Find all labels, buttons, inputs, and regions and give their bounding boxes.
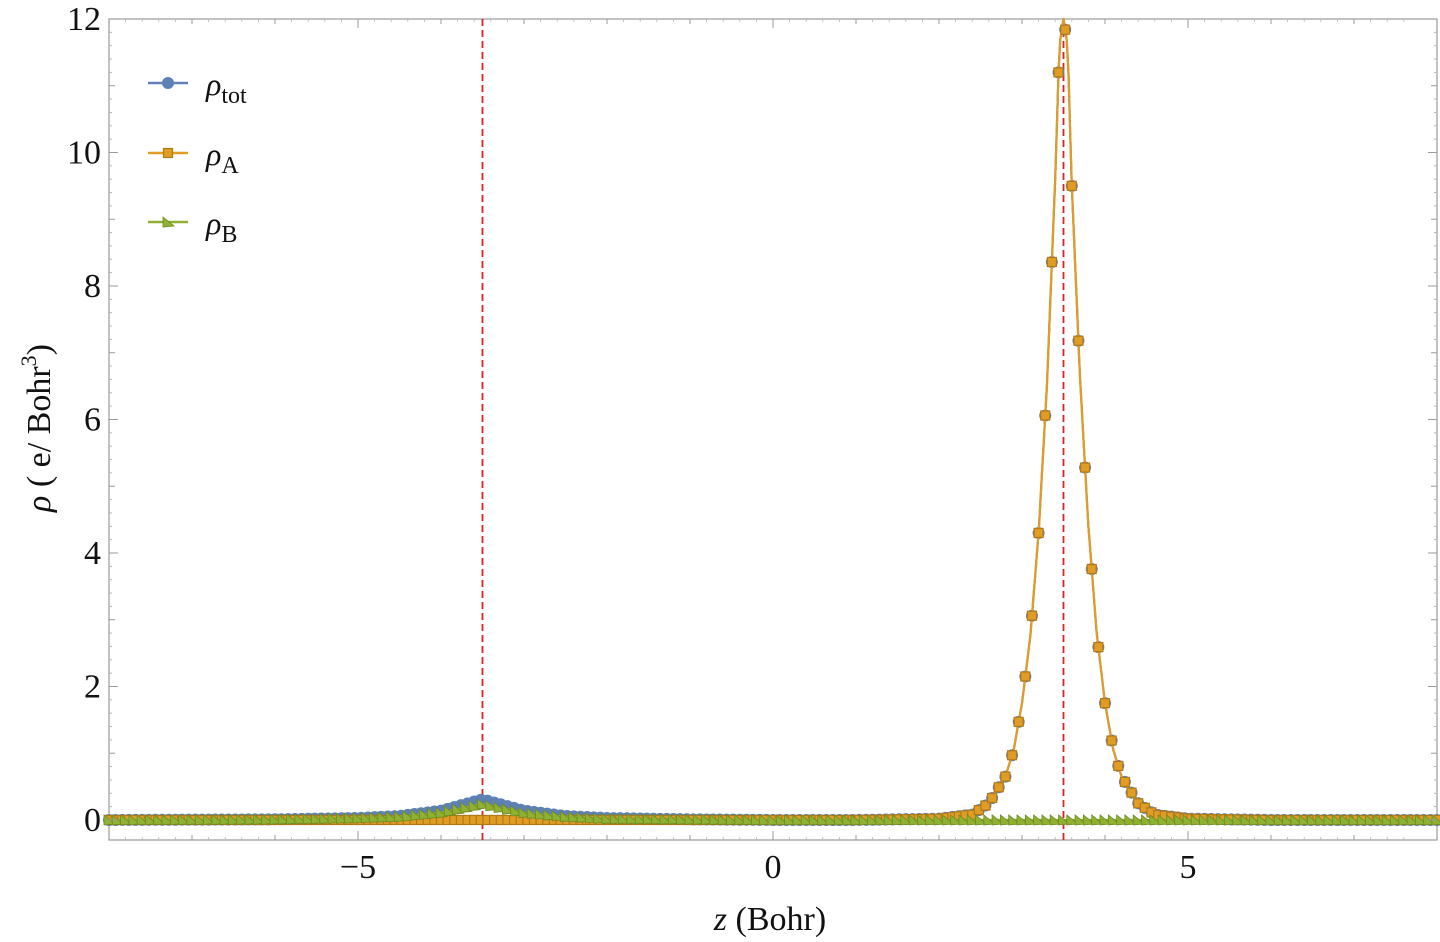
data-point-a xyxy=(1086,563,1097,575)
x-tick-label: −5 xyxy=(340,849,376,886)
x-tick-label: 5 xyxy=(1180,849,1197,886)
x-axis-variable: z xyxy=(713,901,727,938)
data-point-a xyxy=(1006,750,1018,761)
legend-subscript: B xyxy=(221,222,237,248)
data-point-a xyxy=(1026,610,1038,621)
x-tick-label: 0 xyxy=(765,849,782,886)
data-point-a xyxy=(1126,787,1137,798)
y-tick-label: 4 xyxy=(84,535,101,572)
plot-frame-layer xyxy=(108,18,1438,841)
series-tot xyxy=(103,17,1440,826)
y-tick-label: 0 xyxy=(84,802,101,839)
y-axis-unit-close: ) xyxy=(21,344,58,355)
legend-label: ρB xyxy=(205,205,237,248)
legend-item-tot: ρtot xyxy=(148,66,247,109)
legend-label: ρtot xyxy=(205,66,247,109)
legend-symbol: ρ xyxy=(205,205,221,241)
data-point-a xyxy=(1079,462,1091,473)
y-tick-label: 2 xyxy=(84,668,101,705)
data-point-a xyxy=(1033,527,1044,539)
data-point-a xyxy=(1099,698,1111,709)
data-point-a xyxy=(1046,256,1057,268)
series-line-a xyxy=(109,17,1437,822)
x-axis-unit: (Bohr) xyxy=(727,901,826,938)
y-axis-unit-superscript: 3 xyxy=(16,355,41,366)
data-point-a xyxy=(1060,24,1071,35)
data-point-a xyxy=(1073,335,1084,346)
legend-item-b: ρB xyxy=(148,205,237,248)
y-tick-label: 8 xyxy=(84,268,101,305)
y-axis-variable: ρ xyxy=(21,496,58,513)
legend-swatch-marker xyxy=(162,147,174,159)
legend-swatch-marker xyxy=(162,216,176,228)
y-tick-label: 6 xyxy=(84,401,101,438)
legend-swatch-marker xyxy=(162,77,174,89)
plot-frame xyxy=(108,18,1438,841)
data-point-a xyxy=(1093,641,1104,653)
data-point-a xyxy=(1106,735,1117,746)
data-point-a xyxy=(1020,671,1031,682)
data-point-a xyxy=(1066,180,1077,191)
data-point-a xyxy=(1119,776,1131,788)
legend-symbol: ρ xyxy=(205,136,221,172)
y-tick-label: 10 xyxy=(67,134,101,171)
data-point-a xyxy=(993,782,1004,793)
series-layer xyxy=(103,17,1440,826)
y-axis-label: ρ ( e/ Bohr3) xyxy=(16,344,58,513)
legend-subscript: A xyxy=(221,153,239,179)
tick-layer: −5 0 5 0 2 4 6 8 10 12 xyxy=(67,1,1438,886)
y-axis-unit: ( e/ Bohr xyxy=(21,366,58,496)
data-point-a xyxy=(1013,716,1024,727)
series-b xyxy=(103,798,1440,826)
data-point-a xyxy=(980,800,991,811)
legend-subscript: tot xyxy=(221,83,247,109)
data-point-a xyxy=(1040,410,1051,421)
data-point-a xyxy=(1053,67,1064,78)
series-line-tot xyxy=(109,17,1437,822)
x-axis-label: z (Bohr) xyxy=(713,901,826,938)
legend-item-a: ρA xyxy=(148,136,239,179)
legend-label: ρA xyxy=(205,136,239,179)
data-point-a xyxy=(1000,771,1011,782)
legend-symbol: ρ xyxy=(205,66,221,102)
data-point-a xyxy=(1113,760,1124,772)
series-a xyxy=(103,17,1440,826)
data-point-a xyxy=(987,792,998,804)
y-tick-label: 12 xyxy=(67,1,101,38)
reference-lines-layer xyxy=(481,19,1065,840)
